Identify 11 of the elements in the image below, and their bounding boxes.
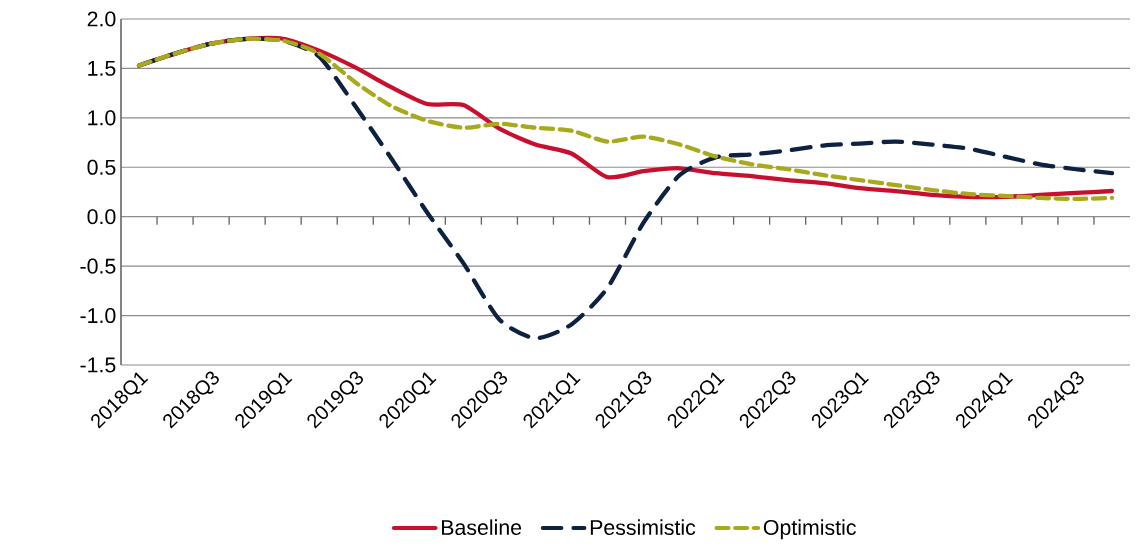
y-tick-label: 0.0: [87, 209, 116, 225]
y-tick-label: -0.5: [80, 258, 116, 274]
y-tick-label: -1.0: [80, 308, 116, 324]
legend-label: Optimistic: [763, 519, 856, 540]
legend-label: Baseline: [441, 519, 522, 536]
y-tick-label: -1.5: [80, 357, 116, 373]
y-tick-label: 0.5: [87, 159, 116, 175]
legend-label: Pessimistic: [590, 519, 696, 536]
y-tick-label: 2.0: [87, 11, 116, 27]
y-tick-label: 1.5: [88, 60, 116, 76]
y-tick-label: 1.0: [88, 110, 116, 126]
